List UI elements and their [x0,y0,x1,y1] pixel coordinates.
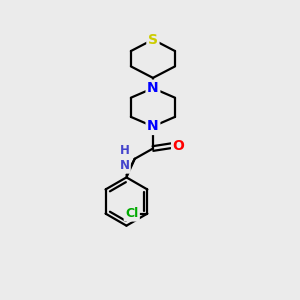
Text: Cl: Cl [125,207,138,220]
Text: O: O [172,139,184,153]
Text: S: S [148,33,158,46]
Text: N: N [147,119,159,134]
Text: H
N: H N [119,144,129,172]
Text: N: N [147,81,159,95]
